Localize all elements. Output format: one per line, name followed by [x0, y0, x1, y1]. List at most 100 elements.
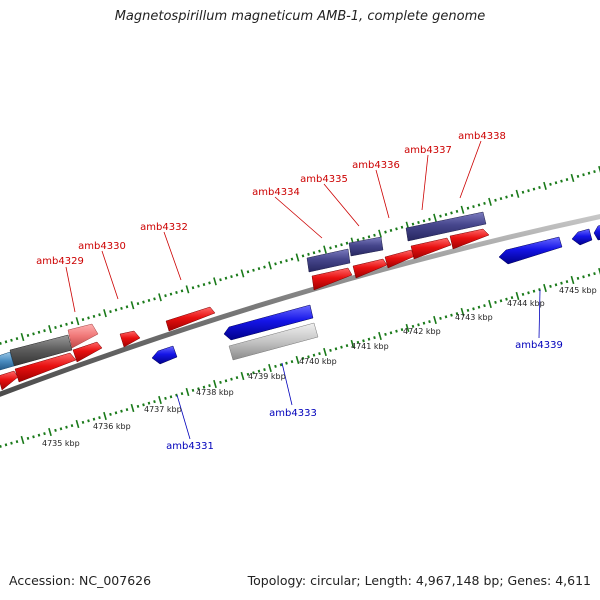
major-tick — [598, 165, 600, 173]
major-tick — [48, 325, 52, 334]
gene-feature[interactable] — [119, 330, 141, 348]
gene-feature[interactable] — [498, 236, 563, 265]
gene-feature[interactable] — [0, 351, 15, 371]
minor-tick — [373, 233, 376, 237]
minor-tick — [246, 270, 250, 274]
minor-tick — [472, 205, 475, 209]
kbp-label: 4743 kbp — [455, 313, 493, 322]
gene-label[interactable]: amb4339 — [515, 340, 563, 351]
minor-tick — [560, 281, 563, 285]
minor-tick — [554, 181, 558, 185]
minor-tick — [257, 369, 261, 373]
gene-label[interactable]: amb4331 — [166, 441, 214, 452]
gene-feature[interactable] — [14, 352, 77, 383]
minor-tick — [312, 251, 316, 255]
gene-feature[interactable] — [593, 224, 600, 241]
minor-tick — [252, 371, 255, 375]
kbp-label: 4741 kbp — [351, 342, 389, 351]
minor-tick — [65, 425, 68, 429]
kbp-label: 4735 kbp — [42, 439, 80, 448]
forward-leader-lines — [65, 140, 482, 313]
gene-label[interactable]: amb4333 — [269, 408, 317, 419]
minor-tick — [290, 257, 294, 261]
major-tick — [268, 261, 272, 270]
minor-tick — [593, 170, 596, 174]
gene-label[interactable]: amb4329 — [36, 256, 84, 267]
minor-tick — [554, 283, 558, 287]
gene-feature[interactable] — [165, 306, 216, 332]
minor-tick — [169, 292, 173, 296]
minor-tick — [175, 290, 178, 295]
minor-tick — [0, 341, 2, 345]
gene-feature[interactable] — [571, 228, 593, 246]
major-tick — [598, 267, 600, 275]
minor-tick — [532, 289, 536, 293]
major-tick — [213, 379, 217, 389]
major-tick — [103, 411, 107, 421]
minor-tick — [417, 323, 420, 327]
gene-feature[interactable] — [0, 370, 19, 391]
minor-tick — [219, 380, 222, 384]
major-tick — [378, 331, 382, 341]
minor-tick — [208, 384, 211, 388]
gene-label[interactable]: amb4334 — [252, 187, 300, 198]
minor-tick — [252, 268, 255, 272]
minor-tick — [362, 339, 365, 343]
minor-tick — [345, 344, 349, 348]
gene-feature[interactable] — [223, 304, 314, 341]
gene-label[interactable]: amb4330 — [78, 241, 126, 252]
major-tick — [378, 229, 382, 238]
minor-tick — [10, 338, 13, 342]
minor-tick — [235, 273, 239, 277]
minor-tick — [334, 244, 338, 248]
major-tick — [405, 323, 410, 333]
gene-feature[interactable] — [72, 341, 103, 363]
gene-feature[interactable] — [449, 228, 490, 250]
minor-tick — [15, 440, 19, 444]
minor-tick — [279, 260, 283, 264]
gene-label[interactable]: amb4336 — [352, 160, 400, 171]
minor-tick — [59, 324, 63, 328]
minor-tick — [411, 222, 415, 226]
minor-tick — [345, 241, 349, 245]
minor-tick — [576, 174, 580, 178]
minor-tick — [472, 307, 475, 311]
gene-label[interactable]: amb4338 — [458, 131, 506, 142]
minor-tick — [92, 417, 96, 421]
gene-label[interactable]: amb4335 — [300, 174, 348, 185]
gene-feature[interactable] — [405, 211, 487, 242]
minor-tick — [142, 403, 145, 407]
major-tick — [130, 301, 135, 310]
kbp-label: 4744 kbp — [507, 299, 545, 308]
gene-feature[interactable] — [151, 345, 178, 365]
major-tick — [48, 427, 52, 437]
minor-tick — [98, 416, 101, 420]
gene-feature[interactable] — [311, 267, 353, 291]
minor-tick — [532, 187, 536, 191]
gene-feature[interactable] — [348, 236, 384, 257]
minor-tick — [587, 171, 591, 175]
minor-tick — [362, 236, 365, 240]
major-tick — [158, 395, 162, 405]
minor-tick — [439, 214, 442, 218]
gene-feature[interactable] — [228, 322, 319, 361]
map-title: Magnetospirillum magneticum AMB-1, compl… — [114, 9, 486, 24]
minor-tick — [164, 396, 167, 400]
minor-tick — [285, 259, 288, 263]
gene-feature[interactable] — [67, 323, 99, 349]
minor-tick — [417, 220, 420, 225]
major-tick — [185, 285, 190, 294]
minor-tick — [114, 411, 118, 415]
gene-feature[interactable] — [306, 248, 351, 273]
minor-tick — [560, 179, 563, 183]
gene-label[interactable]: amb4332 — [140, 222, 188, 233]
minor-tick — [400, 328, 404, 332]
minor-tick — [455, 209, 459, 213]
gene-label[interactable]: amb4337 — [404, 145, 452, 156]
minor-tick — [499, 299, 503, 303]
gene-feature[interactable] — [410, 237, 452, 260]
major-tick — [488, 299, 492, 309]
minor-tick — [81, 420, 85, 424]
minor-tick — [538, 185, 541, 190]
topology-text: Topology: circular; Length: 4,967,148 bp… — [247, 573, 591, 588]
